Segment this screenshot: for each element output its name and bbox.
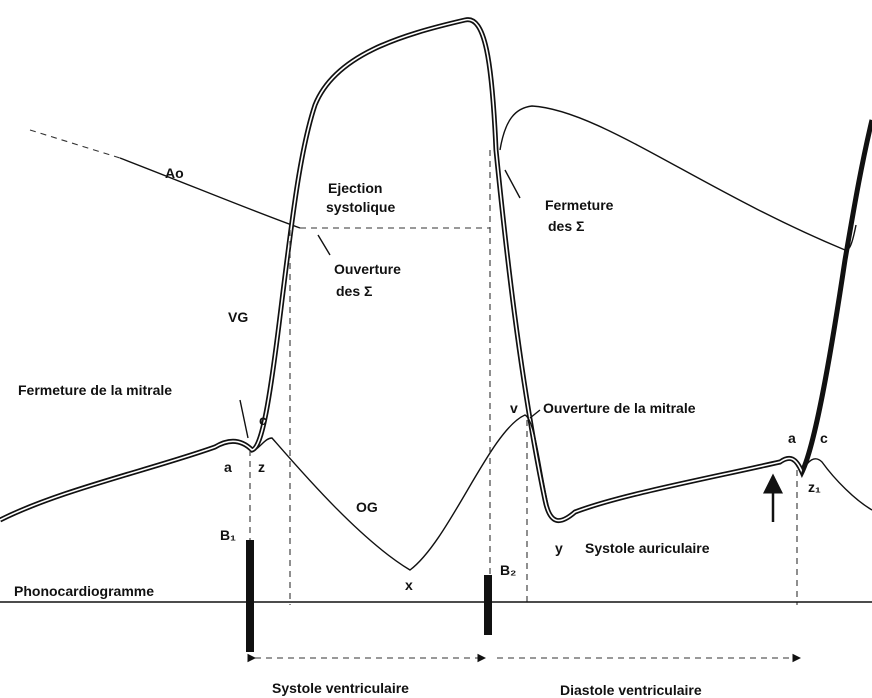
label: z [258, 459, 265, 475]
label: v [510, 400, 518, 416]
label: Fermeture [545, 197, 614, 213]
ao-dashed [29, 129, 121, 159]
vg-curve [0, 17, 872, 524]
label: Phonocardiogramme [14, 583, 154, 599]
label: a [788, 430, 796, 446]
label: systolique [326, 199, 395, 215]
label: z₁ [808, 479, 821, 495]
label: Systole auriculaire [585, 540, 710, 556]
label: OG [356, 499, 378, 515]
og-curve [254, 414, 549, 571]
label: Diastole ventriculaire [560, 682, 702, 698]
label: des Σ [548, 218, 584, 234]
b1-bar [246, 540, 254, 652]
label: y [555, 540, 563, 556]
label: Fermeture de la mitrale [18, 382, 172, 398]
label: Systole ventriculaire [272, 680, 409, 696]
label: x [405, 577, 413, 593]
label: Ejection [328, 180, 382, 196]
b2-bar [484, 575, 492, 635]
label: VG [228, 309, 248, 325]
label: c [259, 412, 267, 428]
label: B₁ [220, 527, 236, 543]
ao-curve [119, 157, 301, 229]
label: Ouverture [334, 261, 401, 277]
label: Ao [165, 165, 184, 181]
vg-inner [0, 18, 803, 522]
label: a [224, 459, 232, 475]
label: des Σ [336, 283, 372, 299]
og-end [801, 458, 872, 511]
label: c [820, 430, 828, 446]
label: Ouverture de la mitrale [543, 400, 696, 416]
pointer [239, 169, 541, 439]
guide [249, 150, 798, 650]
label: B₂ [500, 562, 516, 578]
